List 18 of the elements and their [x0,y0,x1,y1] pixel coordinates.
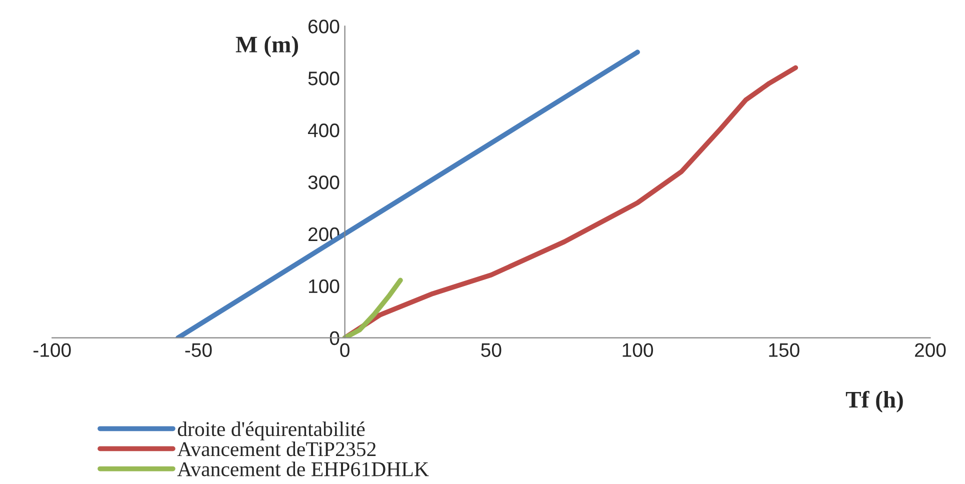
legend-label: Avancement de EHP61DHLK [177,462,429,476]
x-axis-title: Tf (h) [846,390,903,412]
y-axis-title: M (m) [236,36,298,58]
x-tick-label: 150 [769,343,800,357]
y-tick-label: 600 [308,20,340,34]
x-tick-label: 0 [340,343,350,357]
legend-label: droite d'équirentabilité [178,421,365,440]
x-tick-label: -50 [185,343,212,357]
x-tick-label: 200 [915,343,946,357]
x-tick-label: 50 [481,343,502,357]
x-tick-label: -100 [34,343,71,357]
y-tick-label: 400 [308,124,340,138]
line-series [342,278,403,338]
x-tick-label: 100 [622,343,654,357]
y-tick-label: 500 [308,72,340,86]
y-tick-label: 100 [309,279,340,294]
y-tick-label: 300 [308,175,340,190]
legend-label: Avancement deTiP2352 [177,442,376,456]
